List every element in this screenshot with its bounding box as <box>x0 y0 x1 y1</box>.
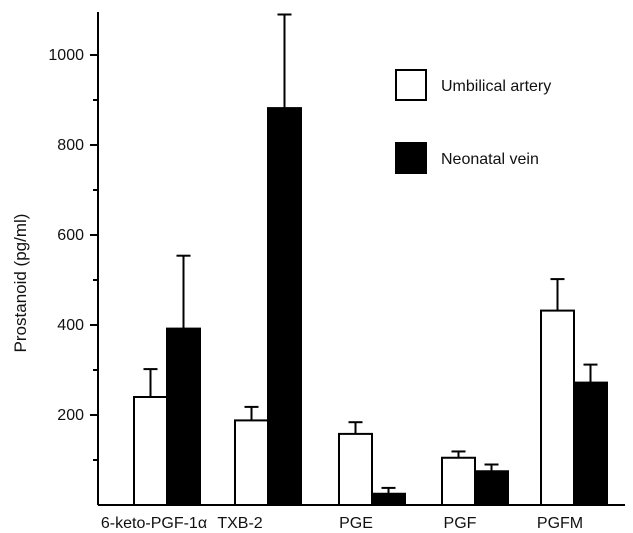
bar-umbilical-artery <box>133 396 168 506</box>
legend-label: Umbilical artery <box>441 78 551 95</box>
bar-neonatal-vein <box>166 327 201 506</box>
category-label: TXB-2 <box>217 515 262 532</box>
y-tick-label: 400 <box>57 317 84 334</box>
bar-neonatal-vein <box>267 107 302 506</box>
category-label: PGFM <box>537 515 583 532</box>
y-tick-label: 600 <box>57 227 84 244</box>
category-labels: 6-keto-PGF-1α TXB-2 PGE PGF PGFM <box>101 515 583 532</box>
legend-label: Neonatal vein <box>441 151 539 168</box>
legend-swatch <box>395 69 427 101</box>
bar-umbilical-artery <box>338 432 373 506</box>
bar-neonatal-vein <box>371 492 406 506</box>
bar-neonatal-vein <box>474 470 509 506</box>
y-tick-label: 800 <box>57 137 84 154</box>
category-label: 6-keto-PGF-1α <box>101 515 207 532</box>
y-tick-label: 1000 <box>48 47 84 64</box>
y-tick-label: 200 <box>57 407 84 424</box>
legend: Umbilical artery Neonatal vein <box>395 69 551 174</box>
category-label: PGF <box>444 515 477 532</box>
bar-umbilical-artery <box>441 456 476 506</box>
y-axis-title: Prostanoid (pg/ml) <box>11 214 30 353</box>
bars <box>133 13 608 507</box>
bar-umbilical-artery <box>234 419 269 506</box>
legend-swatch <box>395 142 427 174</box>
bar-umbilical-artery <box>540 309 575 506</box>
category-label: PGE <box>339 515 373 532</box>
bar-neonatal-vein <box>573 381 608 507</box>
